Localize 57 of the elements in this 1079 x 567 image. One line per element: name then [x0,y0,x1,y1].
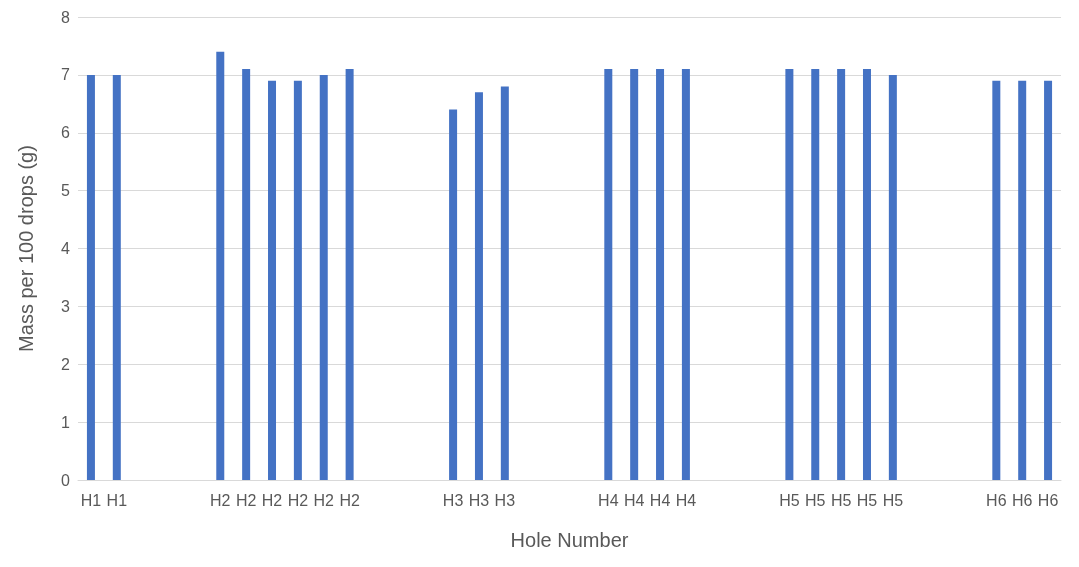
bar [630,69,639,480]
x-tick-label: H4 [675,491,697,509]
x-tick-label: H2 [261,491,283,509]
bar [216,51,225,480]
x-tick-label: H1 [80,491,102,509]
x-tick-label: H2 [235,491,257,509]
x-tick-label: H3 [442,491,464,509]
y-tick-label: 6 [61,124,71,142]
x-tick-label: H2 [287,491,309,509]
x-tick-label: H4 [623,491,645,509]
y-tick-label: 3 [61,297,71,315]
x-tick-label: H2 [313,491,335,509]
bar [837,69,846,480]
y-axis-title: Mass per 100 drops (g) [15,145,37,352]
y-tick-label: 4 [61,240,71,257]
bar [681,69,690,480]
y-tick-label: 0 [61,471,71,489]
bar [888,74,897,480]
y-tick-label: 5 [61,182,71,200]
x-tick-label: H5 [856,491,878,509]
x-tick-label: H6 [986,491,1007,509]
bar [500,86,509,480]
bar [242,69,251,480]
bar [811,69,820,480]
bar [293,80,302,480]
x-axis-title: Hole Number [510,529,629,551]
y-tick-label: 8 [61,8,71,26]
bar [604,69,613,480]
bar [992,80,1001,480]
bar [474,92,483,480]
x-tick-label: H6 [1037,491,1059,509]
bar [449,109,458,480]
bar [1018,80,1027,480]
bar [319,74,328,480]
x-tick-label: H2 [210,491,231,509]
y-tick-label: 7 [61,66,71,84]
y-tick-label: 2 [61,355,71,373]
x-tick-label: H4 [649,491,671,509]
bar [1044,80,1053,480]
x-tick-label: H3 [494,491,516,509]
bar [656,69,665,480]
x-tick-label: H1 [106,491,128,509]
bar [268,80,277,480]
bar [86,74,95,480]
x-tick-label: H5 [805,491,826,509]
x-tick-label: H6 [1011,491,1033,509]
bar [345,69,354,480]
x-tick-label: H2 [339,491,360,509]
x-tick-label: H5 [779,491,800,509]
bar [785,69,794,480]
bar [862,69,871,480]
x-tick-label: H3 [468,491,490,509]
bar [112,74,121,480]
x-tick-label: H5 [830,491,852,509]
x-tick-label: H5 [882,491,904,509]
y-tick-label: 1 [61,413,71,431]
x-tick-label: H4 [598,491,619,509]
